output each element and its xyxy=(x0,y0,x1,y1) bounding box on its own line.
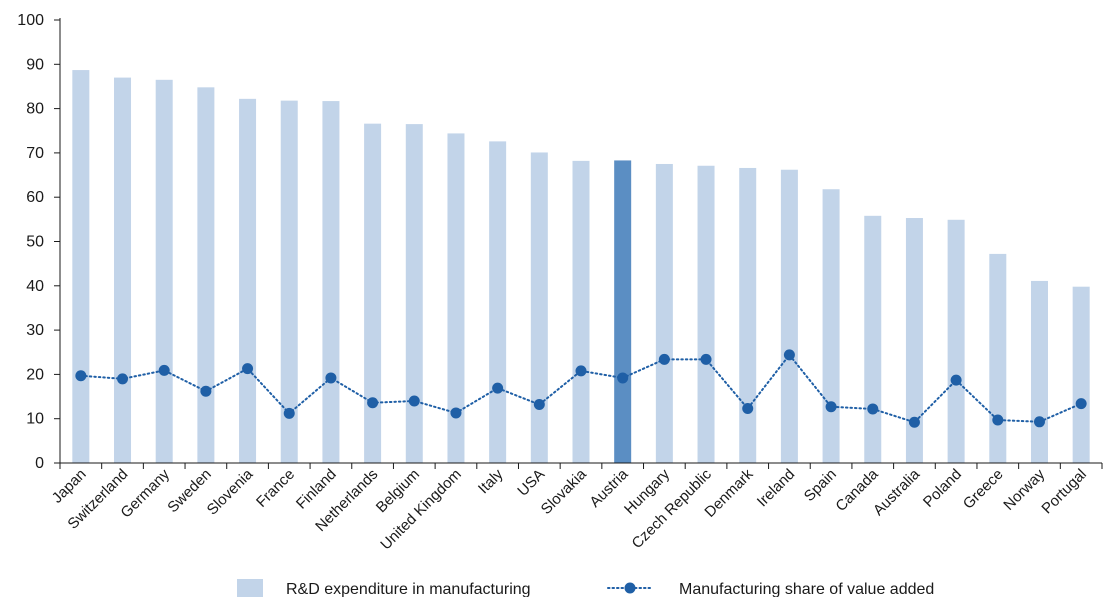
bar-usa xyxy=(530,152,548,463)
y-tick-label-30: 30 xyxy=(26,322,44,339)
point-sweden xyxy=(200,385,212,397)
legend-label-manufacturing-share: Manufacturing share of value added xyxy=(679,581,934,597)
bar-germany xyxy=(155,79,173,463)
bar-canada xyxy=(864,215,882,463)
x-tick-label-italy: Italy xyxy=(475,465,507,497)
y-tick-label-90: 90 xyxy=(26,56,44,73)
point-ireland xyxy=(783,349,795,361)
bar-italy xyxy=(489,141,507,463)
legend: R&D expenditure in manufacturing Manufact… xyxy=(237,579,934,598)
labels-layer: 0102030405060708090100JapanSwitzerlandGe… xyxy=(17,12,1090,553)
line-layer xyxy=(75,349,1087,428)
bar-united-kingdom xyxy=(447,133,465,463)
x-tick-label-australia: Australia xyxy=(870,465,924,519)
point-czech-republic xyxy=(700,353,712,365)
bar-france xyxy=(280,100,298,463)
point-greece xyxy=(992,414,1004,426)
bar-spain xyxy=(822,189,840,464)
point-united-kingdom xyxy=(450,407,462,419)
point-italy xyxy=(492,382,504,394)
point-france xyxy=(283,407,295,419)
y-tick-label-50: 50 xyxy=(26,234,44,251)
point-germany xyxy=(158,364,170,376)
legend-label-rd-expenditure: R&D expenditure in manufacturing xyxy=(286,581,531,597)
y-tick-label-0: 0 xyxy=(35,455,44,472)
bar-netherlands xyxy=(364,123,382,463)
bar-hungary xyxy=(655,163,673,463)
point-slovenia xyxy=(242,363,254,375)
x-tick-label-slovenia: Slovenia xyxy=(204,465,257,518)
axes-layer xyxy=(54,18,1103,469)
bar-denmark xyxy=(739,167,757,463)
x-tick-label-poland: Poland xyxy=(920,466,965,511)
bar-belgium xyxy=(405,124,423,464)
x-tick-label-usa: USA xyxy=(514,466,548,500)
y-tick-label-100: 100 xyxy=(17,12,44,29)
x-tick-label-france: France xyxy=(253,466,298,511)
x-tick-label-greece: Greece xyxy=(960,466,1007,513)
point-canada xyxy=(867,403,879,415)
y-tick-label-80: 80 xyxy=(26,101,44,118)
y-tick-label-70: 70 xyxy=(26,145,44,162)
bar-sweden xyxy=(197,87,215,463)
point-hungary xyxy=(658,353,670,365)
point-poland xyxy=(950,374,962,386)
point-norway xyxy=(1033,416,1045,428)
y-tick-label-40: 40 xyxy=(26,278,44,295)
point-portugal xyxy=(1075,398,1087,410)
bar-greece xyxy=(989,253,1007,463)
bar-czech-republic xyxy=(697,165,715,463)
point-netherlands xyxy=(367,397,379,409)
point-slovakia xyxy=(575,365,587,377)
bar-japan xyxy=(72,70,90,463)
legend-swatch-rd-expenditure xyxy=(237,579,263,597)
bar-portugal xyxy=(1072,286,1090,463)
x-tick-label-slovakia: Slovakia xyxy=(538,465,591,518)
bar-ireland xyxy=(780,169,798,464)
bar-switzerland xyxy=(114,77,132,463)
point-usa xyxy=(533,399,545,411)
bar-austria xyxy=(614,160,632,463)
y-tick-label-20: 20 xyxy=(26,366,44,383)
bars-layer xyxy=(72,70,1090,464)
point-austria xyxy=(617,372,629,384)
y-tick-label-60: 60 xyxy=(26,189,44,206)
y-tick-label-10: 10 xyxy=(26,411,44,428)
point-finland xyxy=(325,372,337,384)
bar-norway xyxy=(1030,280,1048,463)
legend-marker-manufacturing-share xyxy=(624,582,636,594)
x-tick-label-ireland: Ireland xyxy=(754,466,798,510)
point-japan xyxy=(75,370,87,382)
x-tick-label-spain: Spain xyxy=(801,466,840,505)
point-denmark xyxy=(742,403,754,415)
point-spain xyxy=(825,401,837,413)
bar-slovenia xyxy=(239,98,257,463)
bar-finland xyxy=(322,101,340,463)
x-tick-label-portugal: Portugal xyxy=(1038,466,1090,518)
bar-slovakia xyxy=(572,160,590,463)
bar-poland xyxy=(947,219,965,463)
point-switzerland xyxy=(117,373,129,385)
point-belgium xyxy=(408,395,420,407)
bar-australia xyxy=(905,218,923,463)
point-australia xyxy=(908,416,920,428)
